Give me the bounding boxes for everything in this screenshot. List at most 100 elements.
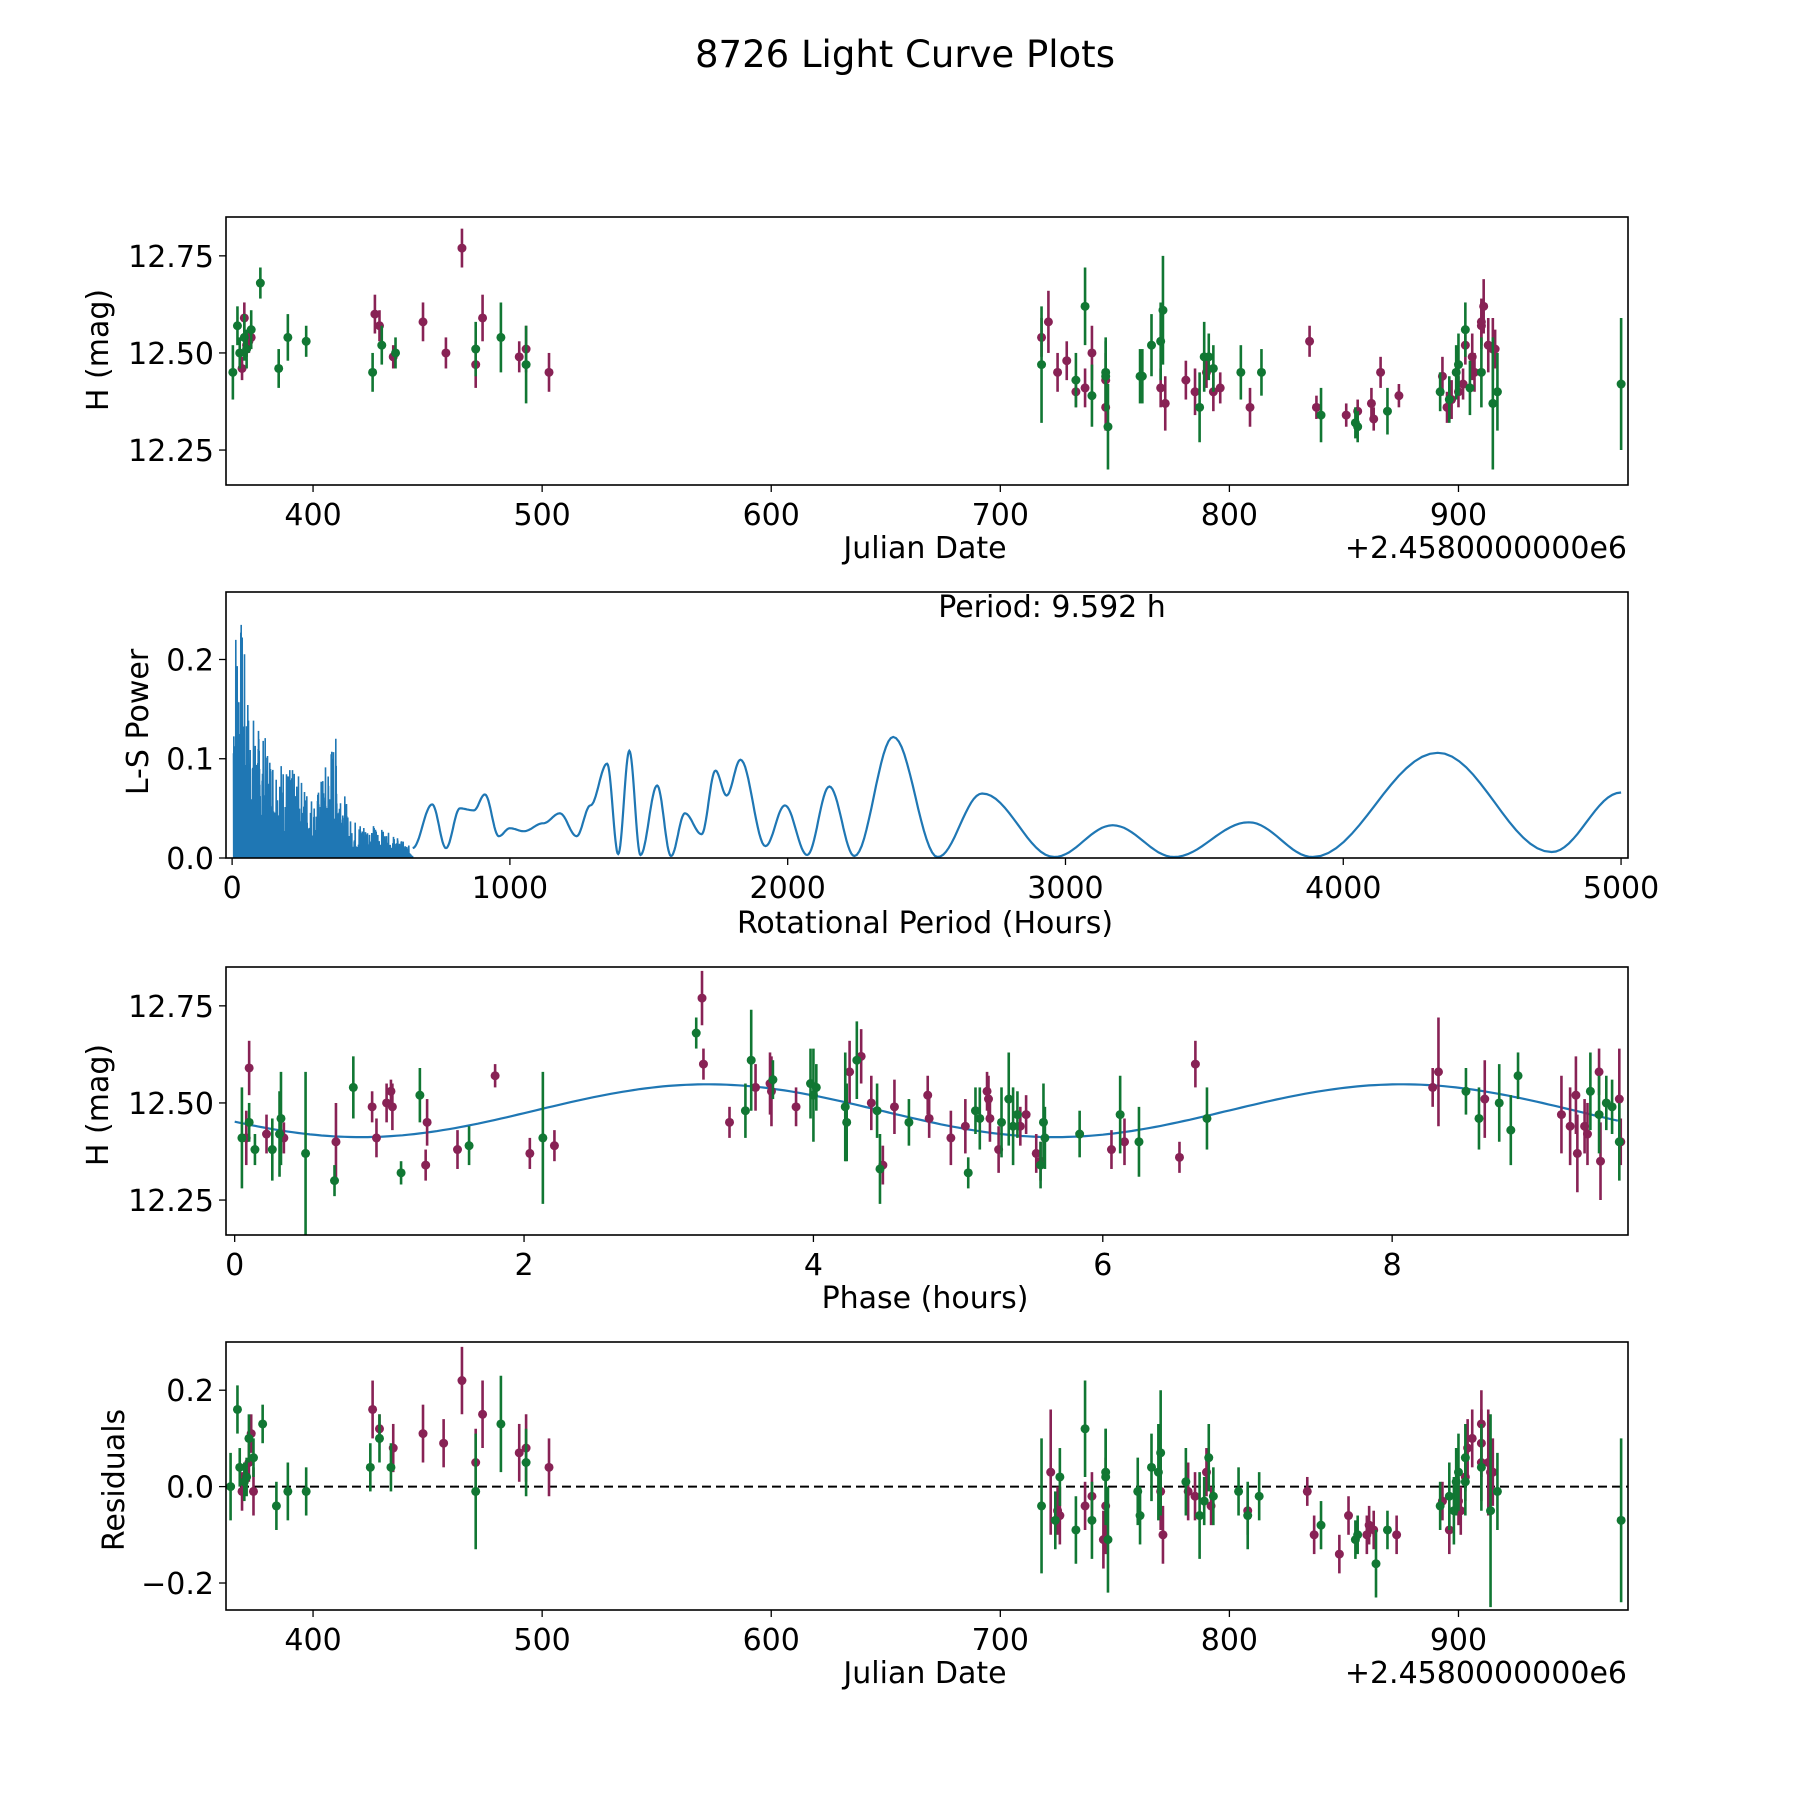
data-point-band_b: [1037, 360, 1047, 370]
data-point-band_a: [331, 1137, 341, 1147]
data-point-band_b: [1585, 1086, 1595, 1096]
data-point-band_a: [1053, 367, 1063, 377]
data-point-band_a: [1458, 379, 1468, 389]
data-point-band_b: [1202, 1113, 1212, 1123]
data-point-band_b: [1474, 1113, 1484, 1123]
data-point-band_a: [985, 1113, 995, 1123]
data-point-band_a: [1160, 398, 1170, 408]
data-point-band_b: [283, 332, 293, 342]
y-tick-label: 12.25: [128, 1184, 214, 1219]
data-point-band_b: [1453, 1467, 1463, 1477]
periodogram-panel: 0 1000 2000 3000 4000 5000 0.0 0.1 0.2 Period: 9…: [121, 590, 1659, 941]
data-point-band_a: [1479, 301, 1489, 311]
data-point-band_b: [246, 325, 256, 335]
data-point-band_b: [1071, 375, 1081, 385]
data-point-band_b: [1353, 1530, 1363, 1540]
phased-ylabel: H (mag): [81, 1044, 116, 1166]
data-point-band_b: [244, 1433, 254, 1443]
data-point-band_a: [1565, 1121, 1575, 1131]
data-point-band_b: [1050, 1515, 1060, 1525]
data-point-band_b: [1461, 1086, 1471, 1096]
data-point-band_b: [1038, 1117, 1048, 1127]
data-point-band_a: [544, 367, 554, 377]
data-point-band_a: [1190, 1491, 1200, 1501]
data-point-band_b: [1435, 387, 1445, 397]
data-point-band_b: [1236, 367, 1246, 377]
x-tick-label: 4: [804, 1248, 823, 1283]
data-point-band_b: [1134, 1137, 1144, 1147]
data-point-band_a: [478, 313, 488, 323]
data-point-band_b: [852, 1055, 862, 1065]
data-point-band_b: [301, 1486, 311, 1496]
y-tick-label: 0.0: [166, 1471, 214, 1506]
data-point-band_b: [1101, 371, 1111, 381]
data-point-band_a: [1190, 387, 1200, 397]
residuals-ylabel: Residuals: [97, 1409, 132, 1551]
x-tick-label: 3000: [1027, 871, 1103, 906]
data-point-band_a: [1156, 383, 1166, 393]
data-point-band_b: [1103, 422, 1113, 432]
data-point-band_b: [768, 1075, 778, 1085]
data-point-band_a: [791, 1102, 801, 1112]
data-point-band_a: [368, 1404, 378, 1414]
data-point-band_b: [1614, 1137, 1624, 1147]
x-tick-label: 600: [743, 1623, 800, 1658]
data-point-band_b: [1208, 363, 1218, 373]
x-tick-label: 2000: [750, 871, 826, 906]
data-point-band_a: [371, 1133, 381, 1143]
data-point-band_a: [1311, 402, 1321, 412]
data-point-band_a: [1433, 1067, 1443, 1077]
data-point-band_b: [464, 1141, 474, 1151]
data-point-band_b: [1607, 1102, 1617, 1112]
x-tick-label: 8: [1383, 1248, 1402, 1283]
data-point-band_b: [237, 1133, 247, 1143]
data-point-band_b: [1476, 1462, 1486, 1472]
data-point-band_b: [1075, 1129, 1085, 1139]
data-point-band_a: [1394, 391, 1404, 401]
plot-content: [232, 624, 1622, 858]
data-point-band_a: [960, 1121, 970, 1131]
data-point-band_b: [872, 1106, 882, 1116]
data-point-band_a: [1043, 317, 1053, 327]
axes-frame: [225, 1341, 1629, 1611]
data-point-band_b: [1103, 1535, 1113, 1545]
data-point-band_b: [1492, 1486, 1502, 1496]
data-point-band_b: [963, 1168, 973, 1178]
data-point-band_b: [1513, 1071, 1523, 1081]
data-point-band_b: [377, 340, 387, 350]
data-point-band_b: [1316, 410, 1326, 420]
data-point-band_a: [1080, 1501, 1090, 1511]
data-point-band_b: [496, 1419, 506, 1429]
x-tick-label: 5000: [1583, 871, 1659, 906]
data-point-band_b: [228, 367, 238, 377]
y-tick-label: 12.75: [128, 240, 214, 275]
data-point-band_b: [740, 1106, 750, 1116]
data-point-band_b: [521, 360, 531, 370]
data-point-band_b: [250, 1145, 260, 1155]
data-point-band_a: [421, 1160, 431, 1170]
data-point-band_a: [422, 1117, 432, 1127]
data-point-band_a: [983, 1094, 993, 1104]
axes-frame: [225, 216, 1629, 486]
periodogram-dense: [232, 624, 414, 858]
data-point-band_b: [1488, 398, 1498, 408]
data-point-band_b: [1460, 1453, 1470, 1463]
data-point-band_b: [1004, 1094, 1014, 1104]
data-point-band_b: [301, 336, 311, 346]
data-point-band_b: [1486, 1506, 1496, 1516]
data-point-band_b: [226, 1482, 236, 1492]
data-point-band_b: [1055, 1472, 1065, 1482]
data-point-band_b: [746, 1055, 756, 1065]
x-tick-label: 4000: [1305, 871, 1381, 906]
data-point-band_b: [1195, 1511, 1205, 1521]
data-point-band_a: [452, 1145, 462, 1155]
data-point-band_b: [1316, 1520, 1326, 1530]
y-tick-label: 0.1: [166, 743, 214, 778]
data-point-band_b: [1080, 1424, 1090, 1434]
phased-panel: 0 2 4 6 8 12.25 12.50 12.75 H (mag) Phase (hour…: [81, 966, 1629, 1316]
data-point-band_b: [1156, 1448, 1166, 1458]
data-point-band_a: [1305, 336, 1315, 346]
data-point-band_b: [283, 1486, 293, 1496]
data-point-band_b: [1506, 1125, 1516, 1135]
x-tick-label: 500: [514, 498, 571, 533]
